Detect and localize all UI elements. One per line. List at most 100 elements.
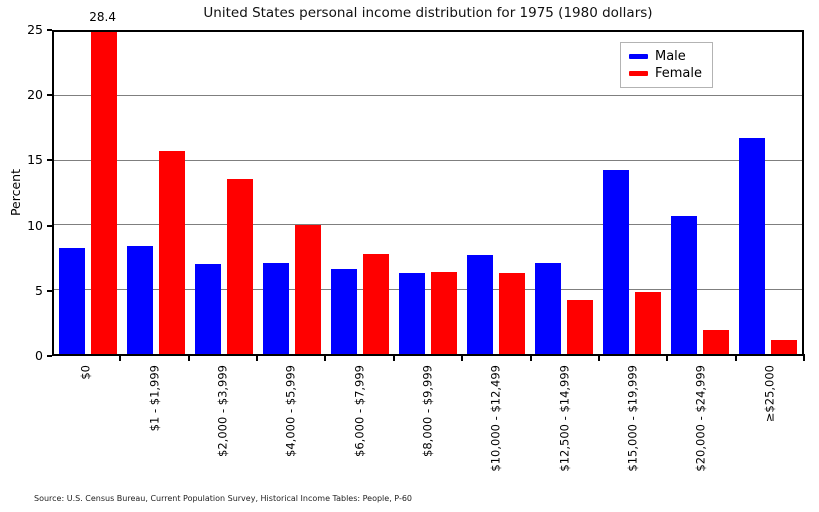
x-tick-label-text: $10,000 - $12,499 [488, 365, 503, 472]
category-5 [394, 32, 462, 354]
bar-male-1 [126, 245, 153, 354]
bar-female-8 [635, 292, 662, 354]
bar-female-0 [91, 32, 118, 354]
x-tick-4 [324, 354, 327, 361]
x-tick-3 [256, 354, 259, 361]
bar-male-9 [670, 216, 697, 354]
bar-male-3 [262, 262, 289, 354]
legend: Male Female [620, 42, 714, 88]
bar-female-1 [159, 150, 186, 354]
y-tick-label-25: 25 [27, 21, 43, 37]
x-tick-1 [119, 354, 122, 361]
legend-label-male: Male [655, 49, 686, 64]
x-tick-label-text: ≥$25,000 [762, 365, 777, 423]
legend-item-male: Male [629, 48, 702, 65]
bar-male-5 [398, 272, 425, 354]
bar-male-4 [330, 269, 357, 354]
x-tick-11 [803, 354, 805, 361]
x-tick-label-text: $15,000 - $19,999 [625, 365, 640, 472]
x-tick-label-6: $10,000 - $12,499 [488, 365, 503, 476]
y-tick-0 [47, 355, 52, 357]
x-tick-label-text: $12,500 - $14,999 [557, 365, 572, 472]
y-tick-20 [47, 94, 52, 97]
bar-female-3 [295, 225, 322, 354]
legend-swatch-female [629, 71, 648, 76]
x-tick-label-4: $6,000 - $7,999 [352, 365, 367, 461]
gridline-5 [54, 288, 802, 290]
x-tick-10 [734, 354, 737, 361]
y-tick-label-5: 5 [35, 282, 43, 298]
bar-female-2 [227, 178, 254, 354]
gridline-10 [54, 224, 802, 226]
category-9 [666, 32, 734, 354]
y-tick-label-15: 15 [27, 152, 43, 168]
bar-female-7 [567, 299, 594, 354]
x-tick-label-5: $8,000 - $9,999 [420, 365, 435, 461]
bar-female-10 [771, 339, 798, 354]
x-tick-label-10: ≥$25,000 [762, 365, 777, 426]
category-3 [258, 32, 326, 354]
gridline-20 [54, 95, 802, 97]
x-tick-label-text: $0 [78, 365, 93, 380]
x-tick-2 [187, 354, 190, 361]
y-tick-label-0: 0 [35, 347, 43, 363]
x-tick-label-8: $15,000 - $19,999 [625, 365, 640, 476]
bar-male-8 [602, 169, 629, 354]
bar-male-6 [466, 254, 493, 354]
category-8 [598, 32, 666, 354]
bar-female-6 [499, 272, 526, 354]
y-tick-5 [47, 289, 52, 292]
category-6 [462, 32, 530, 354]
gridline-15 [54, 159, 802, 161]
x-tick-label-7: $12,500 - $14,999 [557, 365, 572, 476]
x-tick-5 [392, 354, 395, 361]
bar-female-9 [703, 329, 730, 354]
grid-layer [54, 32, 802, 354]
plot-area: Male Female [52, 30, 804, 356]
bar-male-2 [194, 263, 221, 354]
x-tick-label-9: $20,000 - $24,999 [693, 365, 708, 476]
y-axis-ticks: 0 5 10 15 20 25 [0, 23, 52, 361]
x-tick-label-2: $2,000 - $3,999 [215, 365, 230, 461]
y-tick-label-20: 20 [27, 86, 43, 102]
legend-label-female: Female [655, 66, 703, 81]
source-note: Source: U.S. Census Bureau, Current Popu… [34, 494, 413, 503]
x-tick-label-text: $2,000 - $3,999 [215, 365, 230, 457]
category-1 [122, 32, 190, 354]
x-tick-label-text: $8,000 - $9,999 [420, 365, 435, 457]
bar-female-4 [363, 253, 390, 354]
x-tick-label-1: $1 - $1,999 [146, 365, 161, 435]
bar-male-7 [534, 262, 561, 354]
category-7 [530, 32, 598, 354]
legend-item-female: Female [629, 65, 702, 82]
x-tick-6 [461, 354, 464, 361]
x-tick-label-text: $1 - $1,999 [146, 365, 161, 432]
y-tick-label-10: 10 [27, 217, 43, 233]
annotation-layer: 28.4 [52, 0, 804, 30]
x-tick-7 [529, 354, 532, 361]
bar-male-10 [738, 137, 765, 354]
x-tick-label-text: $6,000 - $7,999 [352, 365, 367, 457]
y-tick-25 [47, 29, 52, 31]
x-tick-9 [666, 354, 669, 361]
legend-swatch-male [629, 54, 648, 59]
x-axis-labels: $0 $1 - $1,999 $2,000 - $3,999 $4,000 - $5,… [52, 365, 804, 490]
x-tick-label-text: $20,000 - $24,999 [693, 365, 708, 472]
bar-male-0 [58, 248, 85, 354]
y-tick-10 [47, 224, 52, 227]
x-tick-label-0: $0 [78, 365, 93, 384]
y-tick-15 [47, 159, 52, 162]
bar-value-annotation: 28.4 [89, 10, 116, 24]
x-tick-label-text: $4,000 - $5,999 [283, 365, 298, 457]
category-10 [734, 32, 802, 354]
chart-title: United States personal income distributi… [203, 5, 653, 21]
x-tick-8 [597, 354, 600, 361]
bar-female-5 [431, 271, 458, 354]
bars-layer [54, 32, 802, 354]
category-2 [190, 32, 258, 354]
category-4 [326, 32, 394, 354]
x-axis-ticks [52, 354, 805, 362]
category-0 [54, 32, 122, 354]
x-tick-label-3: $4,000 - $5,999 [283, 365, 298, 461]
